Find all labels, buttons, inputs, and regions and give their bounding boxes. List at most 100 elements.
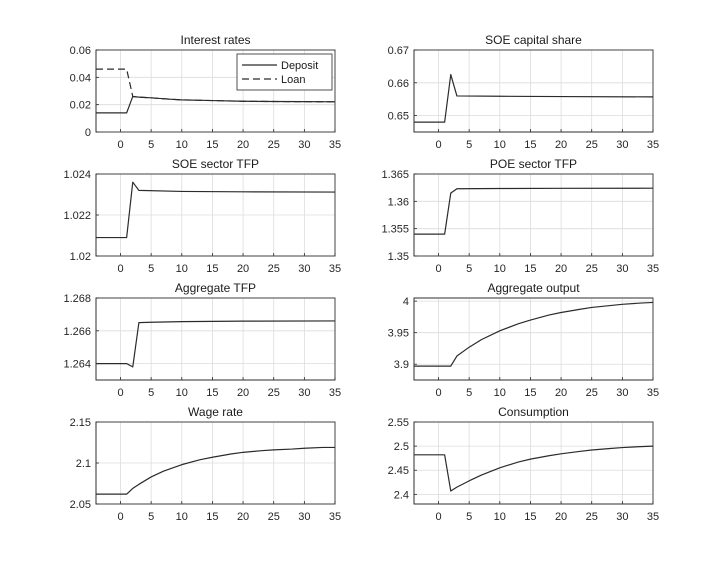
x-tick-label: 35 — [329, 139, 341, 151]
x-tick-label: 10 — [494, 387, 506, 399]
x-tick-label: 5 — [466, 511, 472, 523]
y-tick-label: 0.65 — [388, 111, 409, 123]
y-tick-label: 4 — [403, 296, 409, 308]
x-tick-label: 20 — [555, 139, 567, 151]
axes-frame — [95, 173, 336, 257]
x-tick-label: 30 — [616, 263, 628, 275]
x-tick-label: 5 — [466, 139, 472, 151]
x-tick-label: 15 — [524, 387, 536, 399]
x-tick-label: 25 — [586, 139, 598, 151]
y-tick-label: 0 — [85, 127, 91, 139]
y-tick-label: 2.15 — [70, 417, 91, 429]
panel-aggregate-tfp: 0 5 10 15 20 25 30 35 1.264 1.266 1.268 Aggregate T… — [63, 281, 341, 399]
x-tick-label: 30 — [298, 139, 310, 151]
y-tick-label: 1.266 — [63, 326, 91, 338]
x-tick-label: 10 — [176, 263, 188, 275]
x-tick-label: 20 — [237, 263, 249, 275]
x-tick-label: 10 — [176, 139, 188, 151]
y-tick-label: 1.268 — [63, 293, 91, 305]
x-tick-label: 25 — [268, 511, 280, 523]
y-tick-label: 1.022 — [63, 210, 91, 222]
x-tick-label: 5 — [148, 263, 154, 275]
chart-title: Consumption — [498, 405, 569, 419]
x-tick-label: 15 — [206, 263, 218, 275]
axes-box — [413, 173, 654, 257]
panel-aggregate-output: 0 5 10 15 20 25 30 35 3.9 3.95 4 Aggregate output — [388, 281, 660, 399]
legend-label-loan: Loan — [281, 74, 305, 86]
axes-frame — [413, 173, 654, 257]
x-tick-label: 5 — [466, 387, 472, 399]
series-line-soe-capital-share — [414, 74, 654, 123]
x-tick-label: 0 — [435, 263, 441, 275]
panel-interest-rates: 0 5 10 15 20 25 30 35 0 0.02 0.04 0.06 Interest rate… — [70, 33, 342, 151]
x-tick-label: 30 — [298, 263, 310, 275]
axes-frame — [95, 421, 336, 505]
chart-title: SOE sector TFP — [172, 157, 259, 171]
x-tick-label: 20 — [555, 387, 567, 399]
x-tick-label: 25 — [586, 511, 598, 523]
axes-box — [413, 49, 654, 133]
axes-box — [413, 421, 654, 505]
axes-frame — [95, 49, 336, 133]
x-tick-label: 30 — [616, 139, 628, 151]
series-line-aggregate-output — [414, 301, 654, 367]
chart-title: SOE capital share — [485, 33, 582, 47]
y-tick-label: 2.4 — [394, 489, 409, 501]
y-tick-label: 0.04 — [70, 72, 91, 84]
x-tick-label: 30 — [298, 511, 310, 523]
y-tick-label: 1.024 — [63, 169, 91, 181]
y-tick-label: 1.36 — [388, 196, 409, 208]
panel-wage-rate: 0 5 10 15 20 25 30 35 2.05 2.1 2.15 Wage rate — [70, 405, 342, 523]
x-tick-label: 15 — [206, 387, 218, 399]
y-tick-label: 1.35 — [388, 251, 409, 263]
chart-title: Wage rate — [188, 405, 243, 419]
series-line-loan — [96, 68, 336, 103]
x-tick-label: 0 — [117, 263, 123, 275]
x-tick-label: 35 — [329, 387, 341, 399]
x-tick-label: 35 — [329, 263, 341, 275]
x-tick-label: 10 — [176, 387, 188, 399]
axes-frame — [95, 297, 336, 381]
axes-frame — [413, 297, 654, 381]
x-tick-label: 5 — [148, 139, 154, 151]
series-line-consumption — [414, 445, 654, 492]
x-tick-label: 15 — [524, 511, 536, 523]
x-tick-label: 15 — [206, 511, 218, 523]
series-line-aggregate-tfp — [96, 320, 336, 368]
x-tick-label: 35 — [647, 139, 659, 151]
y-tick-label: 0.66 — [388, 78, 409, 90]
y-tick-label: 2.55 — [388, 417, 409, 429]
chart-title: Interest rates — [180, 33, 250, 47]
chart-title: Aggregate output — [487, 281, 580, 295]
x-tick-label: 30 — [616, 511, 628, 523]
x-tick-label: 20 — [237, 511, 249, 523]
x-tick-label: 10 — [494, 139, 506, 151]
y-tick-label: 1.264 — [63, 359, 91, 371]
x-tick-label: 25 — [268, 139, 280, 151]
x-tick-label: 5 — [466, 263, 472, 275]
y-tick-label: 2.05 — [70, 499, 91, 511]
x-tick-label: 30 — [298, 387, 310, 399]
panel-soe-sector-tfp: 0 5 10 15 20 25 30 35 1.02 1.022 1.024 SOE sector T… — [63, 157, 341, 275]
x-tick-label: 20 — [555, 263, 567, 275]
x-tick-label: 0 — [117, 511, 123, 523]
series-line-wage-rate — [96, 446, 335, 495]
x-tick-label: 10 — [176, 511, 188, 523]
y-tick-label: 1.365 — [381, 169, 409, 181]
y-tick-label: 3.95 — [388, 328, 409, 340]
panel-consumption: 0 5 10 15 20 25 30 35 2.4 2.45 2.5 2.55 Consumption — [388, 405, 660, 523]
series-line-poe-sector-tfp — [414, 187, 654, 235]
axes-frame — [413, 421, 654, 505]
x-tick-label: 25 — [268, 263, 280, 275]
chart-title: Aggregate TFP — [175, 281, 256, 295]
x-tick-label: 35 — [647, 387, 659, 399]
x-tick-label: 30 — [616, 387, 628, 399]
x-tick-label: 0 — [435, 139, 441, 151]
y-tick-label: 3.9 — [394, 359, 409, 371]
x-tick-label: 0 — [435, 511, 441, 523]
x-tick-label: 0 — [435, 387, 441, 399]
legend-box — [236, 53, 333, 91]
axes-box — [413, 297, 654, 381]
x-tick-label: 35 — [647, 263, 659, 275]
